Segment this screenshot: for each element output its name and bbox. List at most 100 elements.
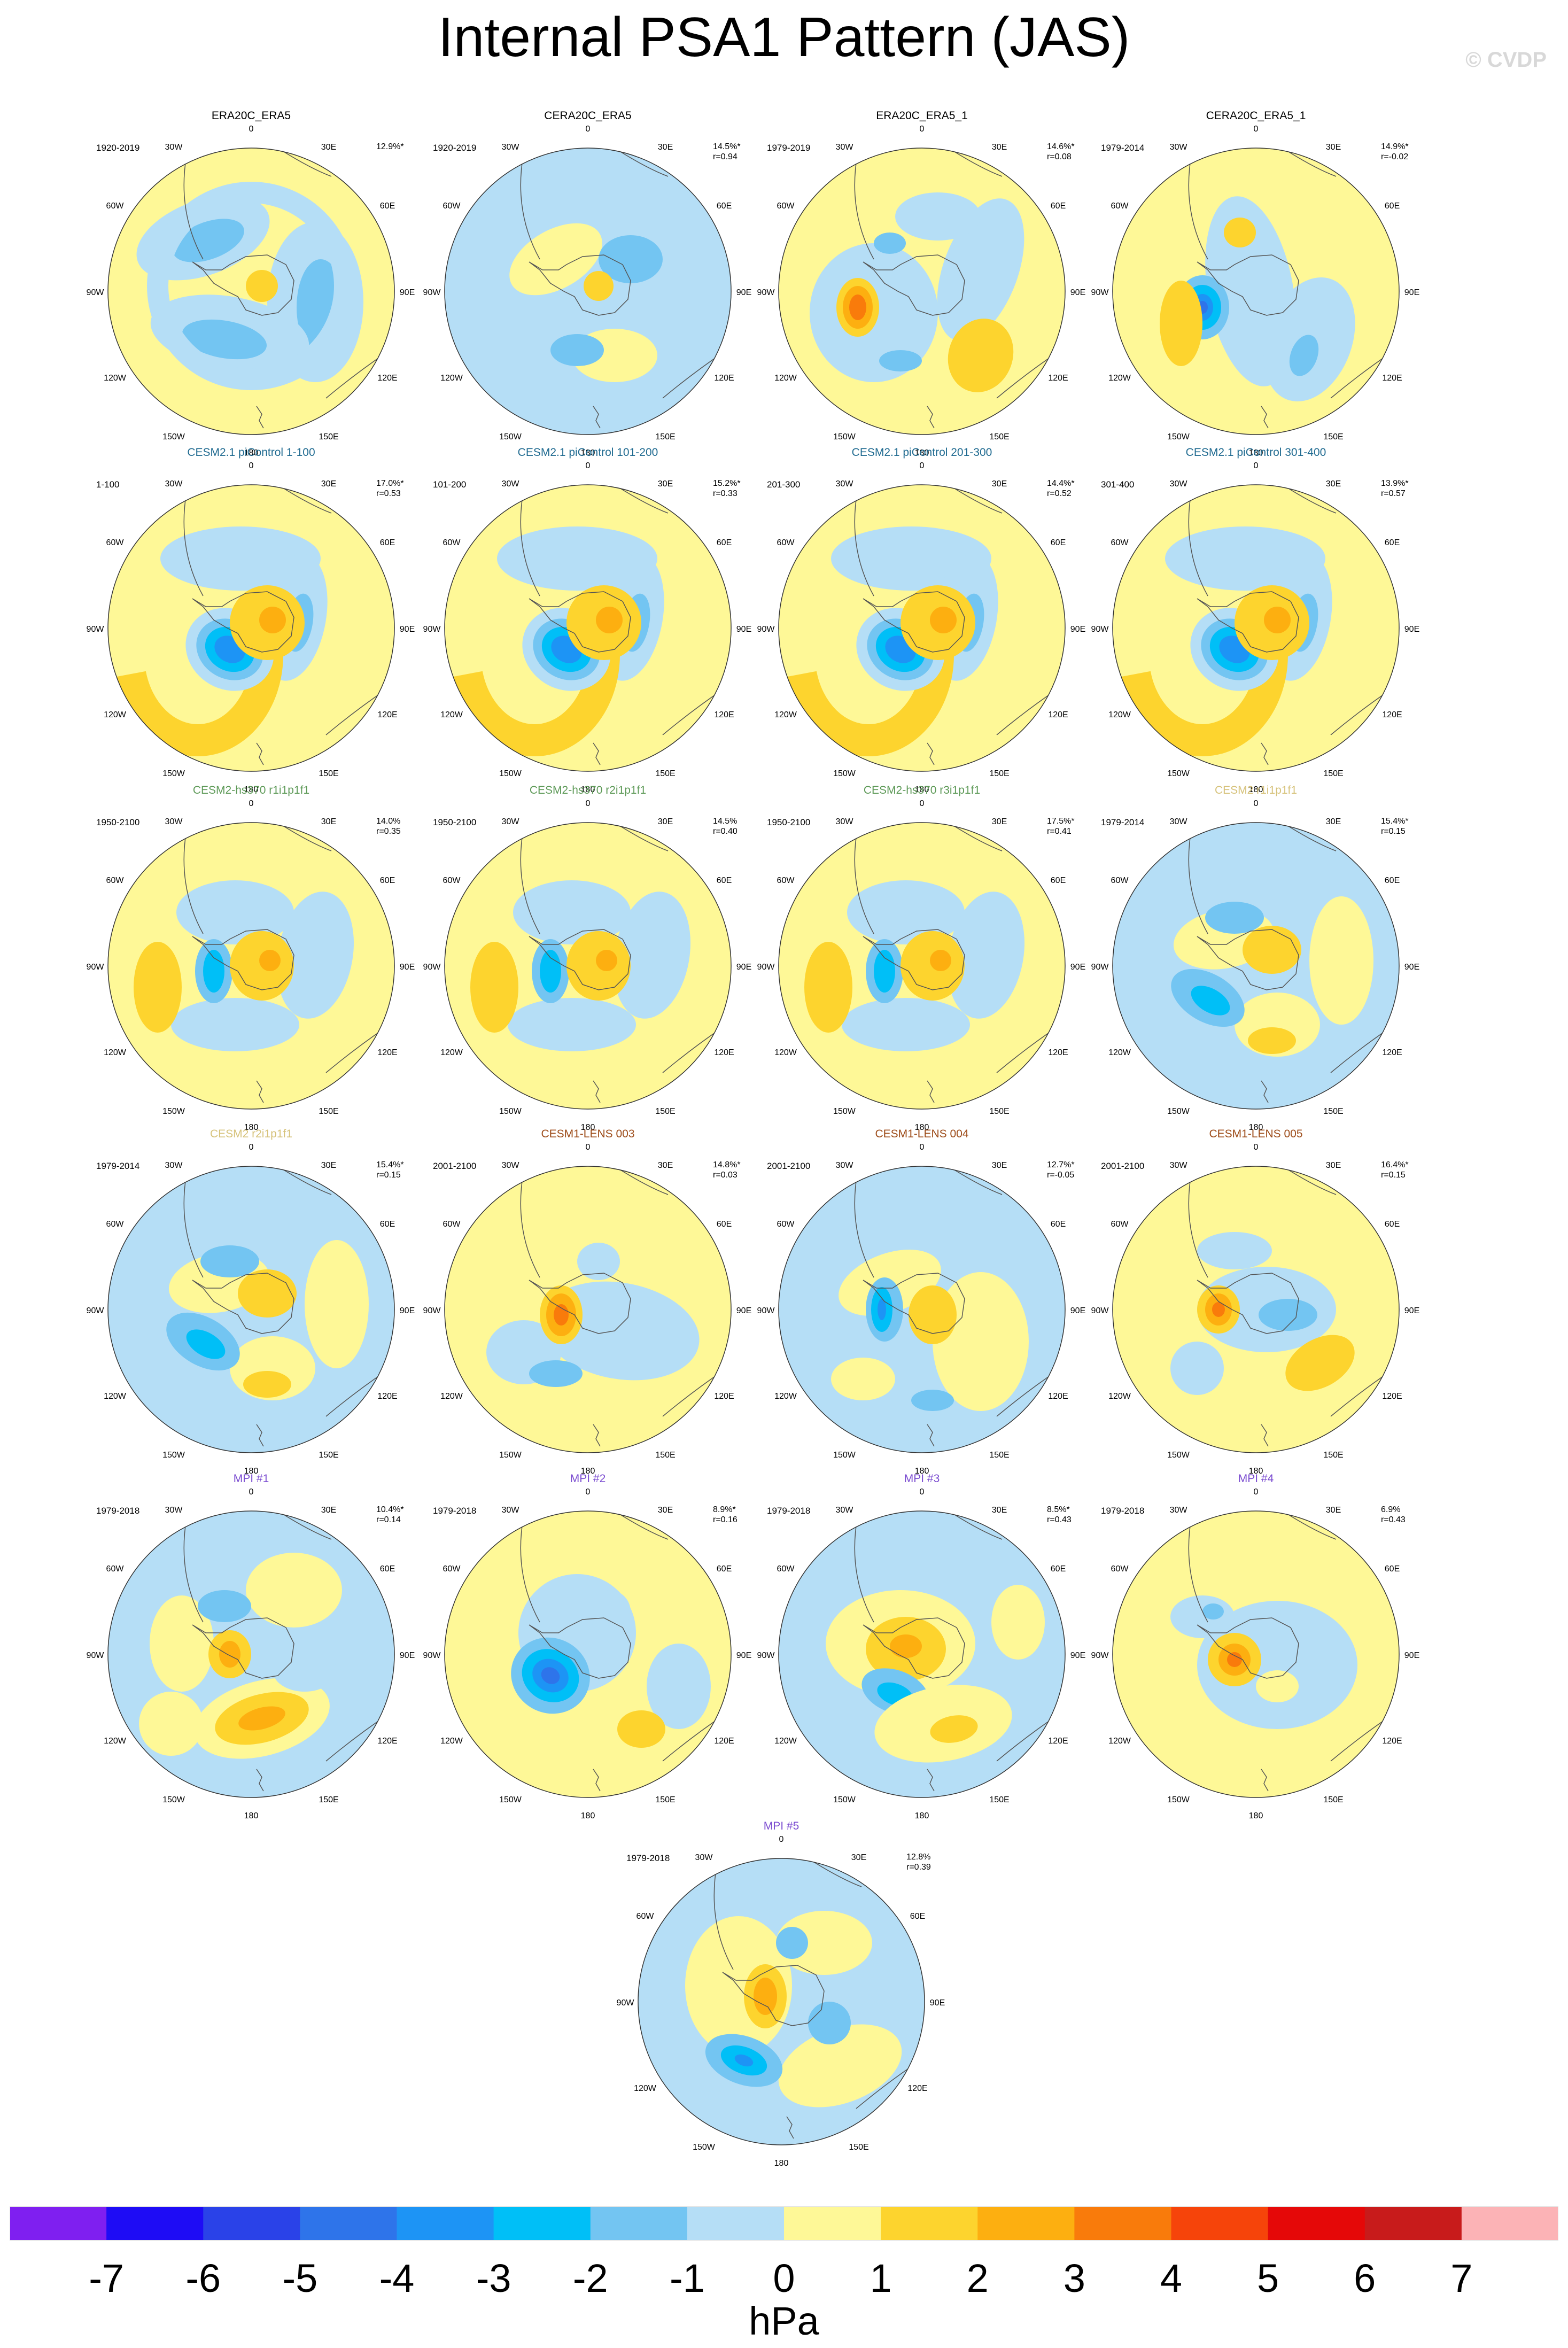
anomaly-contour — [1248, 1027, 1296, 1054]
map-panel: CERA20C_ERA5_1 1979-2014 14.9%* r=-0.02 0 30W… — [1090, 110, 1422, 458]
panel-stats: 13.9%* r=0.57 — [1381, 478, 1409, 499]
longitude-label: 150E — [1323, 1107, 1344, 1116]
longitude-label: 180 — [580, 1467, 595, 1476]
colorbar-tick-label: 5 — [1257, 2256, 1279, 2300]
longitude-label: 150E — [319, 769, 339, 778]
longitude-label: 60W — [777, 202, 795, 211]
panel-stats: 15.4%* r=0.15 — [1381, 816, 1409, 836]
panel-title: ERA20C_ERA5_1 — [876, 110, 968, 122]
longitude-label: 60W — [443, 202, 461, 211]
map-border — [107, 822, 395, 1110]
colorbar-segment — [590, 2206, 688, 2241]
colorbar-segment — [1461, 2206, 1558, 2241]
longitude-label: 120W — [774, 1048, 797, 1057]
colorbar-segment — [10, 2206, 107, 2241]
map-border — [444, 1510, 732, 1798]
map-border — [107, 484, 395, 772]
colorbar-segment — [977, 2206, 1075, 2241]
map-border — [778, 822, 1066, 1110]
panel-period: 2001-2100 — [433, 1161, 477, 1171]
longitude-label: 60E — [379, 538, 395, 547]
longitude-label: 150W — [499, 1795, 522, 1804]
anomaly-contour — [599, 235, 663, 283]
anomaly-contour — [911, 1390, 954, 1411]
longitude-label: 90E — [399, 625, 415, 634]
panel-title: MPI #3 — [904, 1473, 940, 1485]
longitude-label: 120W — [1108, 710, 1131, 719]
polar-map — [444, 1510, 732, 1798]
variance-percent: 17.0%* — [376, 479, 404, 488]
longitude-label: 30W — [165, 817, 183, 826]
antarctica-coastline — [192, 254, 294, 316]
anomaly-contour — [1309, 896, 1373, 1025]
variance-percent: 15.4%* — [376, 1160, 404, 1169]
longitude-label: 120W — [1108, 1737, 1131, 1746]
antarctica-coastline — [863, 1617, 965, 1679]
south-america-coastline — [1188, 826, 1208, 934]
panel-period: 1979-2018 — [96, 1506, 140, 1516]
longitude-label: 90W — [423, 1306, 441, 1315]
longitude-label: 150E — [989, 769, 1010, 778]
anomaly-contour — [1170, 1595, 1235, 1638]
longitude-label: 150E — [655, 432, 676, 441]
longitude-label: 30E — [657, 479, 673, 489]
longitude-label: 180 — [914, 1811, 929, 1820]
panel-period: 1979-2019 — [767, 143, 811, 153]
panel-stats: 15.4%* r=0.15 — [376, 1160, 404, 1180]
anomaly-contour — [1243, 926, 1301, 974]
south-america-coastline — [183, 826, 204, 934]
south-america-coastline — [183, 152, 204, 260]
anomaly-contour — [1205, 902, 1264, 934]
longitude-label: 180 — [914, 1467, 929, 1476]
longitude-label: 0 — [585, 125, 591, 134]
colorbar-segment — [1074, 2206, 1171, 2241]
longitude-label: 90W — [423, 288, 441, 297]
longitude-label: 30E — [657, 1161, 673, 1170]
anomaly-contour — [895, 192, 981, 241]
longitude-label: 90E — [1070, 1306, 1086, 1315]
pattern-correlation: r=0.53 — [376, 489, 401, 498]
panel-title: CESM2-hs370 r1i1p1f1 — [192, 784, 310, 796]
polar-map — [107, 484, 395, 772]
longitude-label: 60W — [777, 1220, 795, 1229]
longitude-label: 150E — [989, 1451, 1010, 1460]
anomaly-contour — [203, 950, 224, 993]
map-border — [1112, 1510, 1400, 1798]
longitude-label: 60E — [1384, 202, 1400, 211]
panel-period: 2001-2100 — [767, 1161, 811, 1171]
anomaly-contour — [176, 880, 294, 944]
panel-stats: 8.5%* r=0.43 — [1047, 1505, 1072, 1525]
panel-stats: 14.4%* r=0.52 — [1047, 478, 1075, 499]
polar-map — [444, 484, 732, 772]
colorbar-segment — [1268, 2206, 1365, 2241]
longitude-label: 30W — [835, 817, 853, 826]
longitude-label: 60W — [1111, 1220, 1129, 1229]
new-zealand-coastline — [1261, 1424, 1269, 1447]
variance-percent: 17.5%* — [1047, 817, 1075, 826]
antarctica-coastline — [192, 929, 294, 990]
polar-map — [778, 822, 1066, 1110]
map-border — [444, 1166, 732, 1453]
anomaly-contour — [948, 319, 1014, 392]
longitude-label: 0 — [919, 799, 925, 808]
panel-stats: 14.5% r=0.40 — [713, 816, 738, 836]
polar-map — [1112, 484, 1400, 772]
longitude-label: 30E — [991, 143, 1007, 152]
longitude-label: 90E — [399, 1651, 415, 1660]
new-zealand-coastline — [786, 2116, 794, 2139]
polar-map — [1112, 1166, 1400, 1453]
map-panel: CESM2.1 piControl 201-300 201-300 14.4%* r=… — [756, 446, 1088, 794]
new-zealand-coastline — [593, 1080, 601, 1103]
anomaly-contour — [577, 1243, 620, 1280]
variance-percent: 16.4%* — [1381, 1160, 1409, 1169]
longitude-label: 60E — [1050, 1564, 1066, 1574]
longitude-label: 180 — [244, 1811, 259, 1820]
longitude-label: 60E — [910, 1912, 926, 1921]
longitude-label: 30W — [1169, 1161, 1187, 1170]
longitude-label: 30W — [1169, 817, 1187, 826]
longitude-label: 0 — [249, 461, 254, 470]
anomaly-contour — [879, 350, 922, 371]
longitude-label: 90W — [86, 625, 104, 634]
panel-title: CESM1-LENS 005 — [1209, 1128, 1303, 1140]
south-america-coastline — [183, 1515, 204, 1623]
